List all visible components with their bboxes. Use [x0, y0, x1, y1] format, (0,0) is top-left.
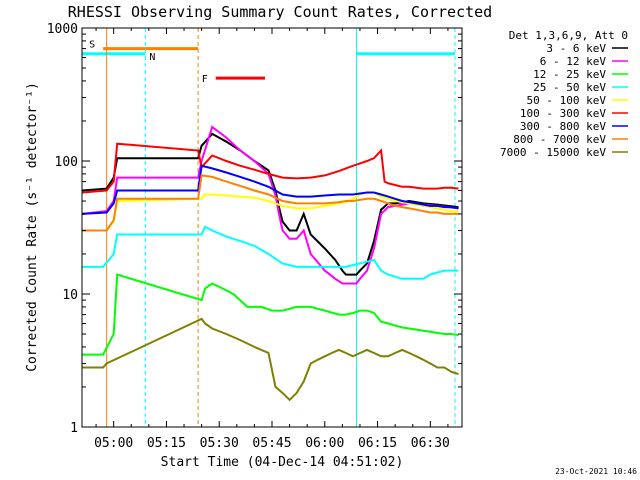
legend-label-5: 50 - 100 keV: [527, 94, 607, 107]
event-lines-layer: [106, 28, 456, 427]
series-line-6: [82, 142, 459, 194]
chart-title: RHESSI Observing Summary Count Rates, Co…: [68, 3, 492, 21]
x-tick-label-1: 05:00: [94, 436, 133, 451]
legend-label-7: 300 - 800 keV: [520, 120, 606, 133]
axes-layer: 05:00 05:15 05:30 05:45 06:00 06:15 06:30 1 10 10…: [47, 22, 462, 451]
band-label-n: N: [149, 52, 155, 63]
x-tick-label-4: 05:45: [252, 436, 291, 451]
x-tick-label-2: 05:15: [147, 436, 186, 451]
legend-label-3: 12 - 25 keV: [533, 68, 606, 81]
legend-label-8: 800 - 7000 keV: [513, 133, 606, 146]
legend-label-4: 25 - 50 keV: [533, 81, 606, 94]
x-tick-label-3: 05:30: [200, 436, 239, 451]
series-line-4: [82, 225, 459, 280]
y-tick-label-3: 100: [55, 155, 78, 170]
band-label-f: F: [202, 74, 208, 85]
instrument-bands-layer: S N F: [82, 40, 455, 85]
y-tick-label-2: 10: [62, 288, 78, 303]
legend-title: Det 1,3,6,9, Att 0: [509, 29, 628, 42]
series-line-3: [82, 273, 459, 356]
x-tick-label-5: 06:00: [305, 436, 344, 451]
x-tick-label-6: 06:15: [358, 436, 397, 451]
series-line-9: [82, 317, 459, 402]
legend-label-2: 6 - 12 keV: [540, 55, 607, 68]
x-tick-label-7: 06:30: [411, 436, 450, 451]
x-axis-label: Start Time (04-Dec-14 04:51:02): [161, 455, 404, 470]
timestamp-label: 23-Oct-2021 10:46: [555, 467, 637, 476]
legend-label-9: 7000 - 15000 keV: [500, 146, 606, 159]
band-label-s: S: [89, 40, 95, 51]
series-layer: [82, 125, 459, 402]
legend-label-1: 3 - 6 keV: [546, 42, 606, 55]
series-line-7: [82, 164, 459, 215]
y-axis-label: Corrected Count Rate (s⁻¹ detector⁻¹): [25, 82, 40, 372]
y-tick-label-1: 1: [70, 421, 78, 436]
series-line-2: [82, 125, 459, 285]
legend-label-6: 100 - 300 keV: [520, 107, 606, 120]
y-tick-label-4: 1000: [47, 22, 78, 37]
series-line-8: [82, 174, 459, 232]
series-line-5: [82, 191, 459, 232]
